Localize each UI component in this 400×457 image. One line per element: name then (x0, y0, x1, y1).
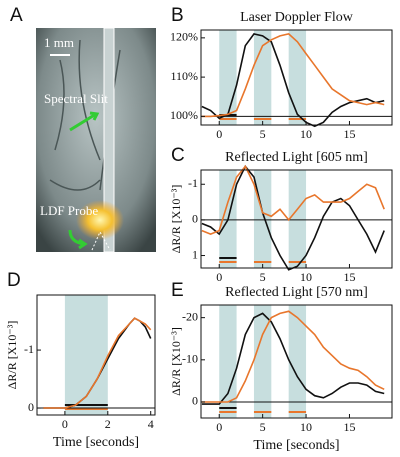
chart-title: Reflected Light [605 nm] (225, 150, 368, 165)
plot-frame (200, 304, 393, 419)
y-tick-label: 120% (170, 30, 198, 44)
annotation: LDF Probe (40, 203, 98, 218)
x-tick-label: 15 (343, 420, 355, 434)
plot-frame (36, 294, 156, 416)
stimulus-band (288, 30, 307, 125)
stimulus-band (288, 170, 307, 268)
data-line (201, 33, 385, 118)
data-line (201, 164, 385, 235)
y-tick-label: 0 (192, 394, 198, 408)
stimulus-band (253, 305, 272, 418)
y-tick-label: -1 (24, 342, 34, 356)
x-tick-label: 0 (216, 420, 222, 434)
data-line (201, 312, 385, 405)
x-axis-label: Time [seconds] (53, 435, 139, 450)
x-tick-label: 4 (148, 417, 154, 431)
y-tick-label: 110% (170, 69, 198, 83)
stimulus-band (253, 30, 272, 125)
y-tick-label: 100% (170, 108, 198, 122)
scale-label: 1 mm (44, 35, 74, 50)
plot-frame (200, 169, 393, 269)
panel-label: E (171, 280, 184, 301)
stimulus-band (219, 30, 237, 125)
vessels (49, 39, 121, 191)
y-axis-label: ΔR/R [X10⁻³] (5, 321, 19, 390)
y-tick-label: 0 (28, 400, 34, 414)
x-tick-label: 0 (216, 270, 222, 284)
x-tick-label: 15 (343, 127, 355, 141)
x-axis-label: Time [seconds] (253, 438, 339, 453)
data-line (201, 310, 385, 403)
stimulus-band (288, 305, 307, 418)
photo-panel: A 1 mm Spectral Slit LDF Probe (10, 5, 156, 253)
probe-outline (91, 230, 111, 251)
x-tick-label: 5 (260, 270, 266, 284)
x-tick-label: 10 (300, 270, 312, 284)
probe-glow (76, 200, 124, 240)
panel-label: A (10, 5, 23, 26)
x-tick-label: 5 (260, 127, 266, 141)
panel-label: B (171, 5, 184, 26)
chart-title: Reflected Light [570 nm] (225, 285, 368, 300)
slit (103, 27, 115, 253)
x-tick-label: 2 (105, 417, 111, 431)
y-tick-label: -10 (182, 352, 198, 366)
chart-title: Laser Doppler Flow (240, 10, 354, 25)
x-tick-label: 15 (343, 270, 355, 284)
x-tick-label: 0 (62, 417, 68, 431)
stimulus-band (219, 305, 237, 418)
y-tick-label: 0 (192, 212, 198, 226)
arrow (68, 229, 88, 250)
y-tick-label: -20 (182, 309, 198, 323)
panel-label: D (7, 270, 21, 291)
x-tick-label: 10 (300, 127, 312, 141)
panel-label: C (171, 145, 185, 166)
y-axis-label: ΔR/R [X10⁻³] (169, 185, 183, 254)
x-tick-label: 0 (216, 127, 222, 141)
x-tick-label: 10 (300, 420, 312, 434)
data-line (43, 317, 152, 409)
x-tick-label: 5 (260, 420, 266, 434)
y-axis-label: ΔR/R [X10⁻³] (169, 327, 183, 396)
annotation: Spectral Slit (44, 91, 108, 106)
arrow (69, 111, 100, 132)
y-tick-label: 1 (192, 247, 198, 261)
y-tick-label: -1 (188, 176, 198, 190)
